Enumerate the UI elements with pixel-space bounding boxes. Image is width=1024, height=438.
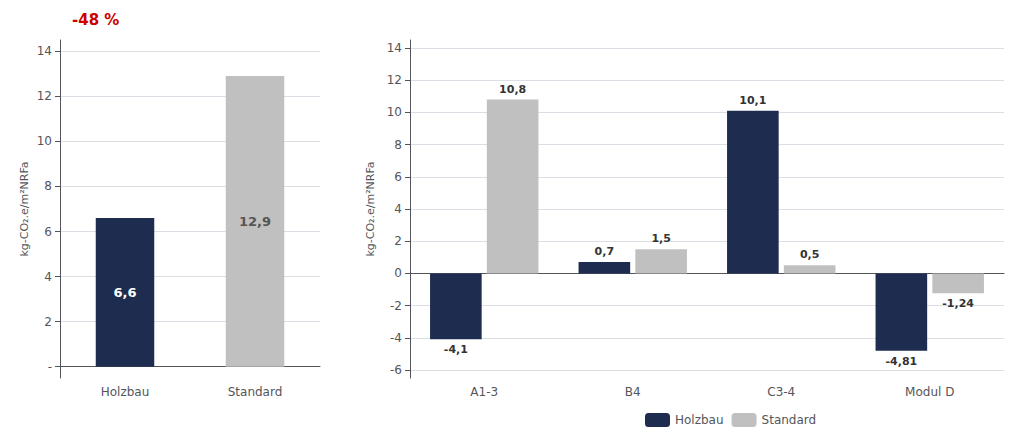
svg-text:12,9: 12,9 <box>239 214 271 229</box>
svg-text:-1,24: -1,24 <box>942 297 974 310</box>
svg-text:Modul D: Modul D <box>905 385 954 399</box>
svg-text:-4,1: -4,1 <box>444 343 468 356</box>
svg-text:14: 14 <box>387 41 402 55</box>
svg-text:Standard: Standard <box>762 413 817 427</box>
svg-text:10: 10 <box>387 105 402 119</box>
svg-text:B4: B4 <box>625 385 641 399</box>
svg-text:-48 %: -48 % <box>72 11 119 29</box>
svg-text:1,5: 1,5 <box>651 232 671 245</box>
svg-text:kg-CO₂.e/m²NRFa: kg-CO₂.e/m²NRFa <box>364 161 377 256</box>
svg-text:12: 12 <box>387 73 402 87</box>
svg-text:0,7: 0,7 <box>595 245 615 258</box>
svg-text:6,6: 6,6 <box>113 285 136 300</box>
svg-text:A1-3: A1-3 <box>470 385 498 399</box>
svg-text:-2: -2 <box>390 299 402 313</box>
svg-text:4: 4 <box>394 202 402 216</box>
svg-text:10,8: 10,8 <box>499 83 526 96</box>
svg-text:4: 4 <box>44 270 52 284</box>
svg-text:-6: -6 <box>390 363 402 377</box>
svg-text:6: 6 <box>44 225 52 239</box>
svg-text:14: 14 <box>37 44 52 58</box>
svg-text:2: 2 <box>44 315 52 329</box>
svg-text:-4: -4 <box>390 331 402 345</box>
svg-text:10: 10 <box>37 134 52 148</box>
svg-text:-: - <box>48 360 52 374</box>
svg-text:Holzbau: Holzbau <box>675 413 724 427</box>
svg-text:0: 0 <box>394 266 402 280</box>
svg-text:Standard: Standard <box>228 385 283 399</box>
svg-text:6: 6 <box>394 170 402 184</box>
svg-text:8: 8 <box>44 179 52 193</box>
svg-text:0,5: 0,5 <box>800 248 820 261</box>
svg-text:-4,81: -4,81 <box>885 355 917 368</box>
svg-text:12: 12 <box>37 89 52 103</box>
svg-text:8: 8 <box>394 138 402 152</box>
svg-text:Holzbau: Holzbau <box>101 385 150 399</box>
svg-text:kg-CO₂.e/m²NRFa: kg-CO₂.e/m²NRFa <box>18 161 31 256</box>
svg-text:10,1: 10,1 <box>739 94 766 107</box>
svg-text:C3-4: C3-4 <box>767 385 795 399</box>
svg-text:2: 2 <box>394 234 402 248</box>
